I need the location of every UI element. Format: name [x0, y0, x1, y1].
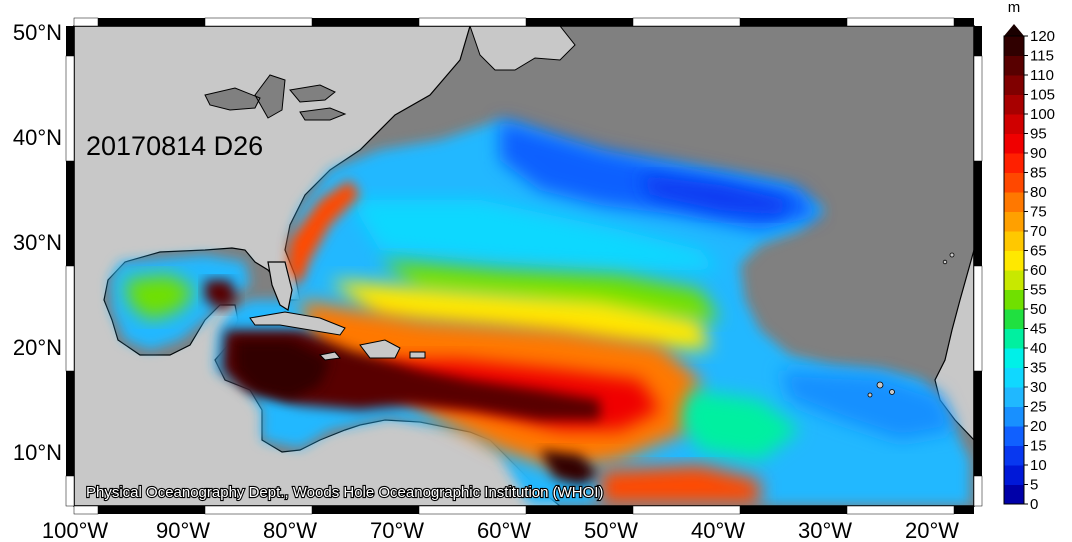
colorbar-segment — [1004, 406, 1024, 427]
lon-label: 40°W — [691, 518, 745, 542]
colorbar-unit: m — [1008, 0, 1021, 16]
colorbar-tick-label: 40 — [1030, 340, 1047, 357]
lat-label: 10°N — [13, 440, 62, 465]
colorbar-tick-label: 115 — [1030, 48, 1054, 65]
colorbar-tick-label: 75 — [1030, 204, 1047, 221]
africa-land — [934, 249, 974, 441]
colorbar-segment — [1004, 192, 1024, 212]
colorbar-segment — [1004, 75, 1024, 95]
colorbar-segment — [1004, 114, 1024, 134]
lon-label: 50°W — [584, 518, 638, 542]
lon-label: 100°W — [42, 518, 109, 542]
colorbar-tick-label: 25 — [1030, 399, 1047, 416]
lat-label: 30°N — [13, 230, 62, 255]
colorbar-segment — [1004, 55, 1024, 76]
hispaniola-island — [359, 339, 401, 359]
lon-label: 20°W — [905, 518, 959, 542]
colorbar-tick-label: 65 — [1030, 243, 1047, 260]
colorbar-segment — [1004, 328, 1024, 349]
colorbar-segment — [1004, 309, 1024, 329]
map-border-ruler — [65, 17, 983, 515]
colorbar-tick-label: 20 — [1030, 418, 1047, 435]
colorbar-tick-label: 70 — [1030, 223, 1047, 240]
colorbar-segment — [1004, 387, 1024, 407]
colorbar-tick-label: 60 — [1030, 262, 1047, 279]
newfoundland-land — [469, 26, 576, 71]
colorbar-tick-label: 15 — [1030, 438, 1047, 455]
colorbar-segment — [1004, 426, 1024, 446]
colorbar-segment — [1004, 270, 1024, 290]
colorbar-tick-label: 100 — [1030, 106, 1055, 123]
colorbar-tick-label: 30 — [1030, 379, 1047, 396]
colorbar-segment — [1004, 231, 1024, 251]
colorbar-tick-label: 90 — [1030, 145, 1047, 162]
colorbar-segment — [1004, 211, 1024, 232]
colorbar-segment — [1004, 133, 1024, 154]
colorbar-segment — [1004, 367, 1024, 388]
colorbar-segment — [1004, 36, 1024, 56]
colorbar-tick-label: 35 — [1030, 360, 1047, 377]
colorbar-segment — [1004, 445, 1024, 466]
colorbar-segment — [1004, 348, 1024, 368]
lat-label: 20°N — [13, 335, 62, 360]
lon-label: 30°W — [798, 518, 852, 542]
colorbar-tick-label: 55 — [1030, 282, 1047, 299]
colorbar-segment — [1004, 289, 1024, 310]
jamaica-island — [318, 351, 341, 361]
colorbar-segment — [1004, 94, 1024, 115]
colorbar-arrow — [1004, 24, 1024, 36]
colorbar-tick-label: 80 — [1030, 184, 1047, 201]
lon-label: 70°W — [370, 518, 424, 542]
lon-label: 60°W — [477, 518, 531, 542]
colorbar-segment — [1004, 153, 1024, 173]
colorbar-tick-labels: 0 5 10 15 20 25 30 35 40 45 50 55 60 65 70 75 80 85 90 95 10… — [1024, 28, 1055, 513]
colorbar-tick-label: 45 — [1030, 321, 1047, 338]
great-lakes — [204, 74, 347, 121]
colorbar-tick-label: 50 — [1030, 301, 1047, 318]
colorbar: m 0 5 10 15 20 25 30 35 40 45 50 55 60 65 70 75 80 85 90 95… — [1003, 0, 1055, 513]
colorbar-segment — [1004, 250, 1024, 271]
cuba-island — [249, 311, 346, 336]
puerto-rico-island — [409, 351, 426, 359]
colorbar-tick-label: 105 — [1030, 87, 1055, 104]
colorbar-tick-label: 10 — [1030, 457, 1047, 474]
longitude-labels: 100°W 90°W 80°W 70°W 60°W 50°W 40°W 30°W… — [42, 518, 959, 542]
colorbar-segment — [1004, 465, 1024, 485]
colorbar-segment — [1004, 172, 1024, 193]
colorbar-segments — [1004, 36, 1024, 505]
colorbar-tick-label: 120 — [1030, 28, 1055, 45]
lon-label: 90°W — [156, 518, 210, 542]
latitude-labels: 50°N 40°N 30°N 20°N 10°N — [13, 20, 62, 465]
atlantic-islands — [867, 252, 955, 398]
colorbar-tick-label: 110 — [1030, 67, 1054, 84]
lon-label: 80°W — [263, 518, 317, 542]
lat-label: 50°N — [13, 20, 62, 45]
credit-text: Physical Oceanography Dept., Woods Hole … — [86, 484, 603, 501]
heat-field — [110, 120, 970, 505]
colorbar-tick-label: 5 — [1030, 477, 1038, 494]
lat-label: 40°N — [13, 125, 62, 150]
colorbar-tick-label: 95 — [1030, 126, 1047, 143]
date-label: 20170814 D26 — [86, 131, 263, 161]
colorbar-segment — [1004, 484, 1024, 505]
florida-land — [267, 261, 293, 311]
colorbar-tick-label: 85 — [1030, 165, 1047, 182]
map-plot-area — [74, 26, 974, 506]
colorbar-tick-label: 0 — [1030, 496, 1038, 513]
